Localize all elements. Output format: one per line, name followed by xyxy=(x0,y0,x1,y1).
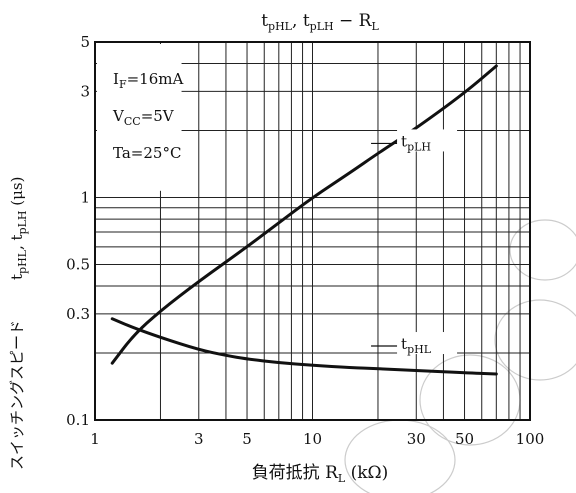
x-tick-label: 100 xyxy=(516,430,545,448)
series-line-pLH xyxy=(110,64,498,365)
series-label-bg xyxy=(397,332,458,355)
y-tick-labels: 0.1 0.3 0.5 1 3 5 xyxy=(66,33,90,429)
condition-text: VCC=5V xyxy=(112,107,175,128)
x-tick-labels: 1 3 5 10 30 50 100 xyxy=(90,430,544,448)
curves xyxy=(110,64,498,376)
condition-text: IF=16mA xyxy=(113,70,183,91)
y-tick-label: 5 xyxy=(80,33,90,51)
condition-text: Ta=25°C xyxy=(113,144,181,162)
x-axis-label: 負荷抵抗 RL (kΩ) xyxy=(252,463,389,485)
x-tick-label: 10 xyxy=(303,430,322,448)
series-label-pHL: tpHL xyxy=(401,335,432,356)
x-tick-label: 3 xyxy=(194,430,204,448)
y-tick-label: 3 xyxy=(80,82,90,100)
conditions-box xyxy=(97,44,182,191)
series-line-pHL xyxy=(110,317,498,376)
y-tick-label: 0.1 xyxy=(66,411,90,429)
plot-frame xyxy=(94,41,531,421)
y-tick-label: 0.5 xyxy=(66,255,90,273)
x-tick-label: 50 xyxy=(455,430,474,448)
y-tick-label: 1 xyxy=(80,189,90,207)
chart-title: tpHL, tpLH − RL xyxy=(261,11,379,33)
x-tick-label: 30 xyxy=(407,430,426,448)
conditions: IF=16mA VCC=5V Ta=25°C xyxy=(112,70,183,162)
y-tick-label: 0.3 xyxy=(66,305,90,323)
watermark xyxy=(344,219,576,493)
x-tick-label: 5 xyxy=(242,430,252,448)
x-tick-label: 1 xyxy=(90,430,100,448)
y-axis-label-symbol: tpHL, tpLH (μs) xyxy=(8,177,29,280)
y-axis-label: スイッチングスピード tpHL, tpLH (μs) xyxy=(8,177,29,470)
series-label-bg xyxy=(397,129,458,152)
series-label-pLH: tpLH xyxy=(401,132,431,153)
series-labels: tpLH tpHL xyxy=(371,129,458,356)
y-axis-label-jp: スイッチングスピード xyxy=(8,320,26,470)
grid xyxy=(94,42,530,420)
